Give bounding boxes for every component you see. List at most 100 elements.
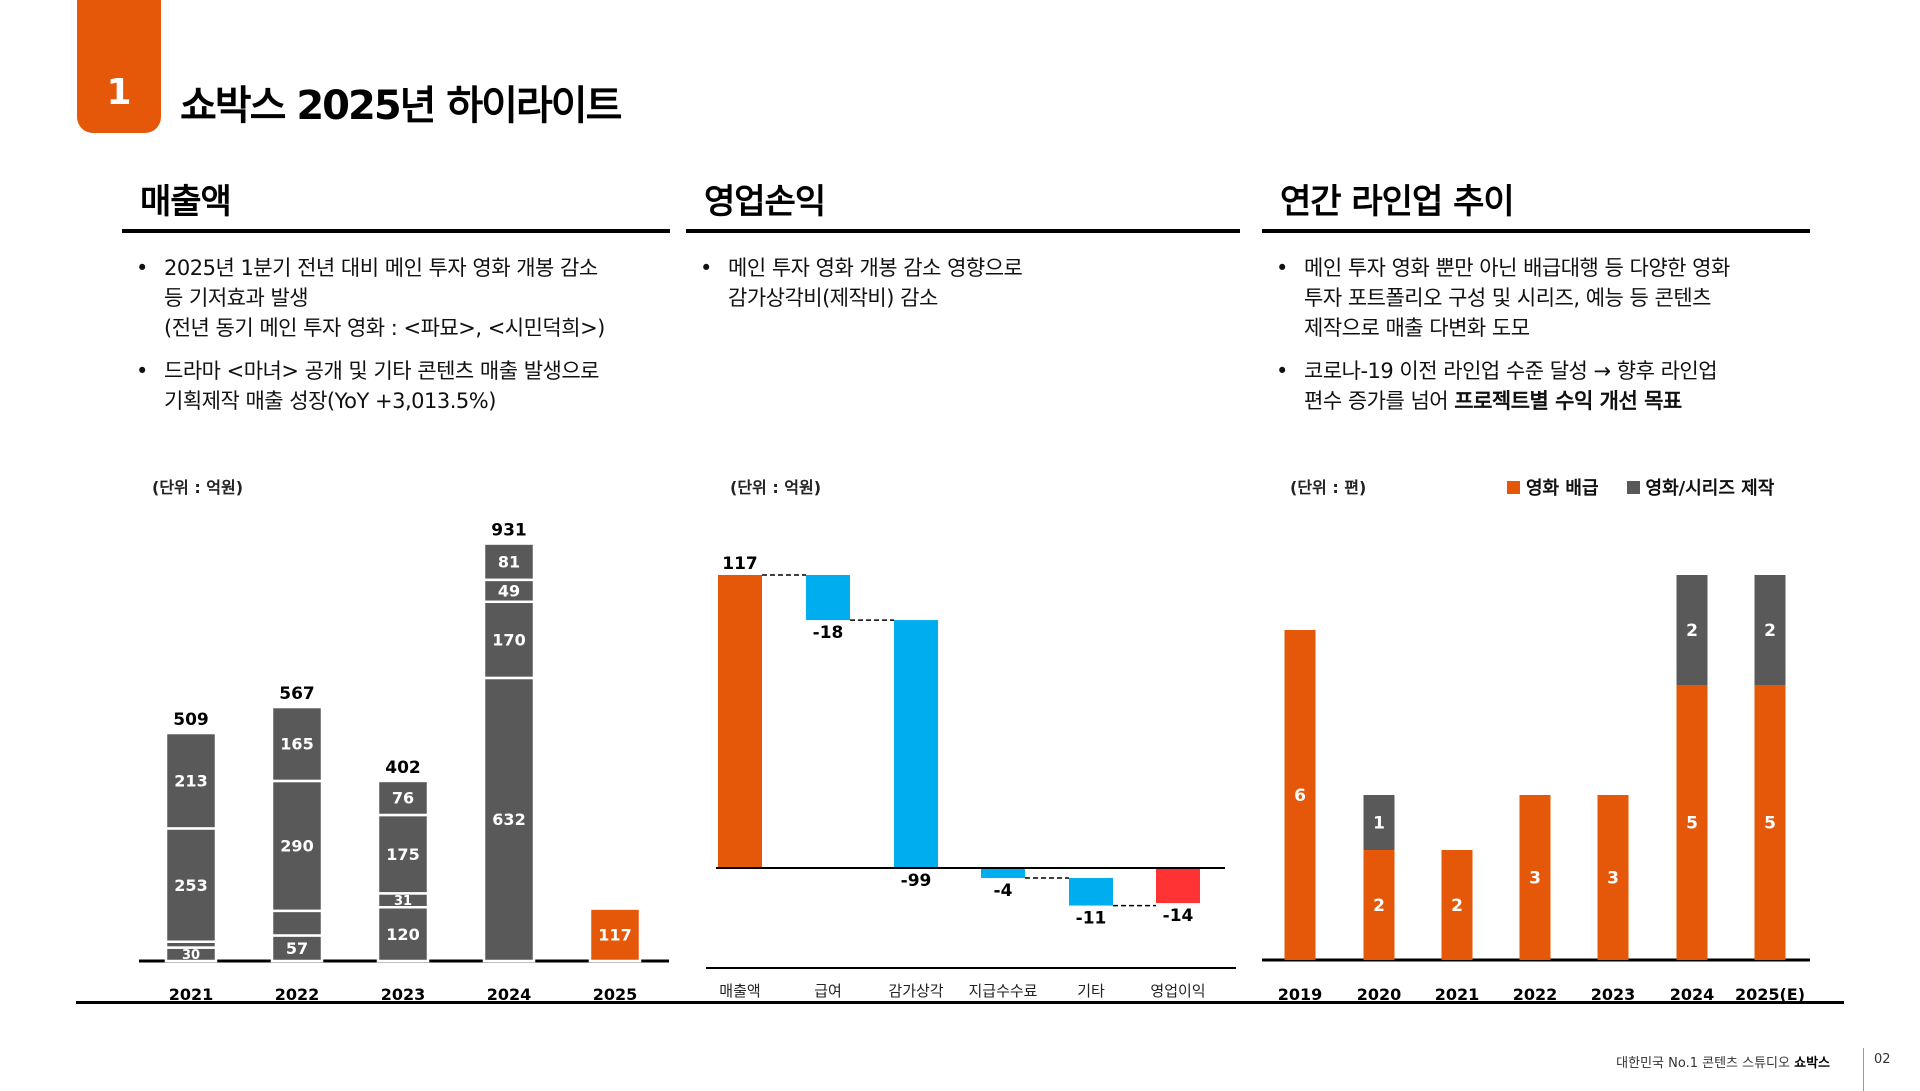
section-title: 매출액 <box>140 182 232 222</box>
bullet-item: 메인 투자 영화 뿐만 아닌 배급대행 등 다양한 영화 투자 포트폴리오 구성… <box>1276 253 1810 343</box>
section-number-tab: 1 <box>77 0 161 133</box>
segment-label: 2 <box>1373 896 1385 916</box>
bar-segment <box>270 779 324 913</box>
bar-segment <box>1441 850 1473 960</box>
value-label: -14 <box>1163 906 1194 926</box>
bar-segment <box>1676 575 1708 685</box>
segment-label: 30 <box>182 948 200 963</box>
segment-label: 165 <box>280 735 313 754</box>
legend-label: 영화 배급 <box>1526 478 1599 499</box>
section-operating-profit: 영업손익 메인 투자 영화 개봉 감소 영향으로 감가상각비(제작비) 감소 <box>686 175 1240 326</box>
bar-segment <box>270 705 324 783</box>
x-tick-label: 2023 <box>1591 985 1636 1004</box>
section-title: 영업손익 <box>704 182 826 222</box>
waterfall-bar <box>894 620 938 868</box>
value-label: -11 <box>1076 909 1107 929</box>
segment-label: 5 <box>1686 814 1698 834</box>
segment-label: 2 <box>1764 621 1776 641</box>
legend-swatch-gray <box>1626 480 1640 494</box>
segment-label: 76 <box>392 789 414 808</box>
x-tick-label: 2025 <box>593 985 638 1004</box>
legend-item-distribution: 영화 배급 <box>1507 474 1599 500</box>
total-label: 567 <box>279 684 315 704</box>
segment-label: 117 <box>598 926 631 945</box>
page-number: 02 <box>1874 1052 1891 1067</box>
bar-segment <box>1363 850 1395 960</box>
x-tick-label: 2020 <box>1357 985 1402 1004</box>
segment-label: 175 <box>386 845 419 864</box>
x-tick-label: 2024 <box>487 985 532 1004</box>
bar-segment <box>1284 630 1316 960</box>
waterfall-bar <box>1069 878 1113 906</box>
footer-divider <box>76 1001 1844 1004</box>
bar-segment <box>1597 795 1629 960</box>
bar-segment <box>588 907 642 963</box>
x-tick-label: 기타 <box>1077 982 1105 1000</box>
waterfall-bar <box>1156 868 1200 904</box>
footer-tagline-text: 대한민국 No.1 콘텐츠 스튜디오 <box>1616 1056 1795 1071</box>
x-tick-label: 2019 <box>1278 985 1323 1004</box>
x-tick-label: 감가상각 <box>888 982 943 1000</box>
section-title: 연간 라인업 추이 <box>1280 182 1515 222</box>
value-label: -18 <box>813 623 844 643</box>
value-label: -4 <box>994 881 1013 901</box>
footer-separator <box>1863 1048 1864 1091</box>
value-label: 117 <box>722 554 758 574</box>
x-tick-label: 2022 <box>1513 985 1558 1004</box>
total-label: 402 <box>385 758 421 778</box>
segment-label: 290 <box>280 837 313 856</box>
segment-label: 1 <box>1373 814 1385 834</box>
section-revenue: 매출액 2025년 1분기 전년 대비 메인 투자 영화 개봉 감소 등 기저효… <box>122 175 670 429</box>
x-tick-label: 2024 <box>1670 985 1715 1004</box>
segment-label: 81 <box>498 552 520 571</box>
unit-label-operating: (단위 : 억원) <box>730 478 822 497</box>
x-tick-label: 2023 <box>381 985 426 1004</box>
bar-segment <box>1519 795 1551 960</box>
bullet-list: 2025년 1분기 전년 대비 메인 투자 영화 개봉 감소 등 기저효과 발생… <box>122 253 670 416</box>
legend-swatch-orange <box>1507 480 1520 494</box>
bar-segment <box>482 542 536 582</box>
segment-label: 2 <box>1686 621 1698 641</box>
segment-label: 213 <box>174 771 207 790</box>
value-label: -99 <box>901 871 932 891</box>
section-lineup: 연간 라인업 추이 메인 투자 영화 뿐만 아닌 배급대행 등 다양한 영화 투… <box>1262 175 1810 429</box>
bar-segment <box>376 813 430 895</box>
bullet-emphasis: 프로젝트별 수익 개선 목표 <box>1454 389 1682 413</box>
segment-label: 49 <box>498 582 520 601</box>
x-tick-label: 매출액 <box>719 982 760 1000</box>
bar-segment <box>270 909 324 937</box>
bullet-list: 메인 투자 영화 개봉 감소 영향으로 감가상각비(제작비) 감소 <box>686 253 1240 313</box>
section-divider <box>1262 229 1810 233</box>
x-tick-label: 2021 <box>1435 985 1480 1004</box>
unit-label-lineup: (단위 : 편) <box>1290 478 1367 497</box>
legend-label: 영화/시리즈 제작 <box>1645 478 1775 499</box>
unit-label-revenue: (단위 : 억원) <box>152 478 244 497</box>
segment-label: 170 <box>492 631 525 650</box>
segment-label: 5 <box>1764 814 1776 834</box>
page-title: 쇼박스 2025년 하이라이트 <box>180 83 622 129</box>
segment-label: 3 <box>1607 869 1619 889</box>
bar-segment <box>1676 685 1708 960</box>
bullet-item: 코로나-19 이전 라인업 수준 달성 → 향후 라인업 편수 증가를 넘어 프… <box>1276 356 1810 416</box>
segment-label: 3 <box>1529 869 1541 889</box>
total-label: 509 <box>173 710 209 730</box>
segment-label: 31 <box>394 894 412 909</box>
x-tick-label: 지급수수료 <box>968 982 1037 1000</box>
bullet-item: 메인 투자 영화 개봉 감소 영향으로 감가상각비(제작비) 감소 <box>700 253 1240 313</box>
bar-segment <box>270 934 324 963</box>
bullet-item: 2025년 1분기 전년 대비 메인 투자 영화 개봉 감소 등 기저효과 발생… <box>136 253 670 343</box>
segment-label: 6 <box>1294 786 1306 806</box>
chart-legend: 영화 배급 영화/시리즈 제작 <box>1507 474 1794 500</box>
bar-segment <box>482 600 536 680</box>
x-tick-label: 급여 <box>814 982 842 1000</box>
section-number: 1 <box>106 72 132 113</box>
x-tick-label: 2025(E) <box>1735 985 1805 1004</box>
waterfall-bar <box>718 575 762 868</box>
legend-item-production: 영화/시리즈 제작 <box>1626 474 1775 500</box>
total-label: 931 <box>491 521 527 541</box>
segment-label: 57 <box>286 939 308 958</box>
segment-label: 120 <box>386 925 419 944</box>
footer-brand: 쇼박스 <box>1794 1056 1830 1071</box>
x-tick-label: 2021 <box>169 985 214 1004</box>
bullet-list: 메인 투자 영화 뿐만 아닌 배급대행 등 다양한 영화 투자 포트폴리오 구성… <box>1262 253 1810 416</box>
